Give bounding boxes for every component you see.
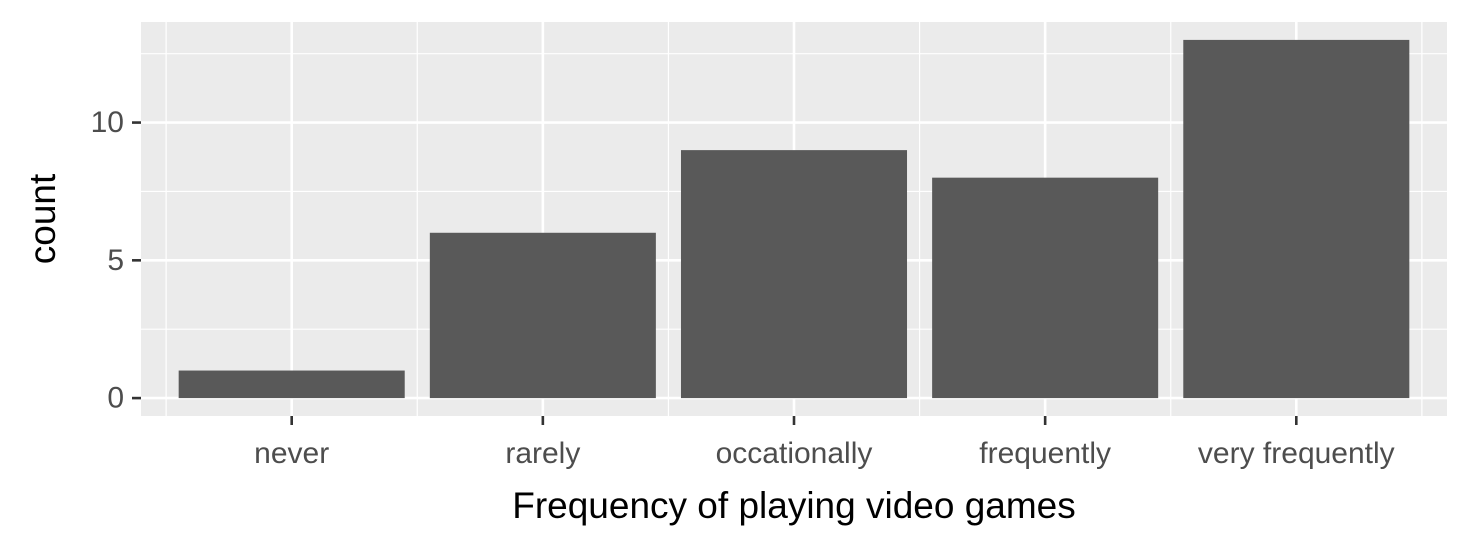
x-tick-label: very frequently — [1198, 437, 1395, 470]
y-axis-title: count — [22, 173, 63, 264]
bars — [178, 39, 1410, 399]
x-axis-ticks: never rarely occationally frequently very fr… — [254, 416, 1395, 470]
x-axis-title: Frequency of playing video games — [512, 485, 1076, 526]
x-tick-label: frequently — [979, 437, 1111, 470]
bar-very-frequently — [1183, 39, 1410, 399]
x-tick-label: never — [254, 437, 329, 470]
bar-rarely — [429, 232, 656, 399]
y-axis-ticks: 0 5 10 — [91, 106, 141, 415]
x-tick-label: rarely — [505, 437, 580, 470]
bar-never — [178, 370, 405, 399]
bar-occationally — [680, 150, 908, 399]
y-tick-label: 0 — [107, 382, 124, 415]
x-tick-label: occationally — [716, 437, 873, 470]
y-tick-label: 10 — [91, 106, 124, 139]
y-tick-label: 5 — [107, 244, 124, 277]
bar-frequently — [932, 177, 1159, 399]
